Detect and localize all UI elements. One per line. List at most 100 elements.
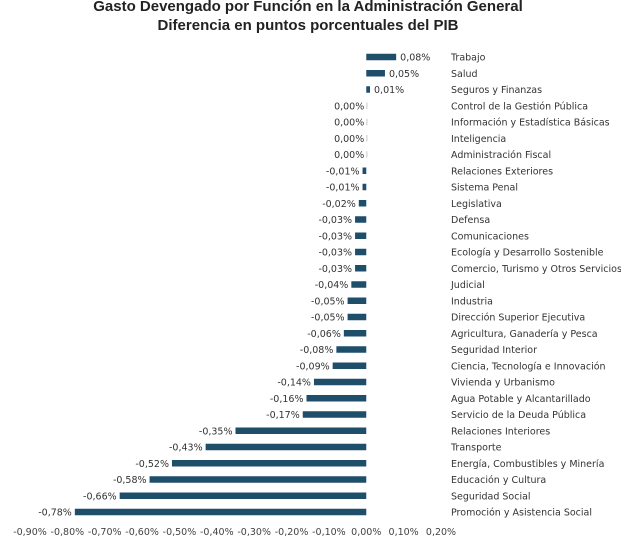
data-label: -0,03% <box>318 248 352 259</box>
bar <box>366 53 397 61</box>
bar <box>313 378 367 386</box>
x-tick-label: -0,60% <box>125 527 159 538</box>
data-label: -0,05% <box>311 313 345 324</box>
bar <box>347 297 367 304</box>
category-label: Educación y Cultura <box>451 475 546 486</box>
category-label: Seguridad Social <box>451 491 531 502</box>
x-tick-label: -0,90% <box>13 527 47 538</box>
category-label: Seguros y Finanzas <box>451 85 542 96</box>
x-axis-ticks: -0,90% -0,80% -0,70% -0,60% -0,50% -0,40% -0,3… <box>13 527 456 538</box>
bar <box>171 460 367 467</box>
data-label: -0,02% <box>322 199 356 210</box>
category-label: Relaciones Exteriores <box>451 166 553 177</box>
data-label: -0,66% <box>83 491 117 502</box>
category-label: Legislativa <box>451 199 502 210</box>
data-label: -0,06% <box>307 329 341 340</box>
data-label: 0,08% <box>400 53 430 64</box>
x-tick-label: -0,10% <box>312 527 346 538</box>
x-tick-label: -0,20% <box>275 527 309 538</box>
data-label: -0,14% <box>277 378 311 389</box>
x-tick-label: -0,50% <box>163 527 197 538</box>
bar <box>366 70 385 77</box>
category-label: Energía, Combustibles y Minería <box>451 459 604 470</box>
chart-subtitle: Diferencia en puntos porcentuales del PI… <box>158 17 459 34</box>
data-label: -0,01% <box>326 166 360 177</box>
data-label: -0,43% <box>169 443 203 454</box>
data-label: -0,09% <box>296 361 330 372</box>
category-label: Ecología y Desarrollo Sostenible <box>451 248 604 259</box>
category-label: Servicio de la Deuda Pública <box>451 410 586 421</box>
data-label: -0,58% <box>113 475 147 486</box>
bar <box>355 232 367 239</box>
bar <box>355 216 367 223</box>
data-label: -0,17% <box>266 410 300 421</box>
x-tick-label: 0,00% <box>351 527 381 538</box>
data-label: -0,01% <box>326 183 360 194</box>
bar <box>366 102 368 109</box>
category-label: Inteligencia <box>451 134 506 145</box>
bar <box>366 135 368 142</box>
data-label: 0,05% <box>389 69 419 80</box>
bar <box>74 508 367 516</box>
bar <box>366 86 371 93</box>
data-label: -0,03% <box>318 215 352 226</box>
category-label: Vivienda y Urbanismo <box>451 378 555 389</box>
bar <box>119 492 367 499</box>
bar <box>355 248 367 256</box>
data-label: 0,00% <box>334 118 364 129</box>
category-label: Promoción y Asistencia Social <box>451 508 592 519</box>
data-label: -0,03% <box>318 231 352 242</box>
bar <box>332 362 367 369</box>
category-label: Seguridad Interior <box>451 345 537 356</box>
bar <box>366 151 368 158</box>
data-label: -0,05% <box>311 296 345 307</box>
category-label: Ciencia, Tecnología e Innovación <box>451 361 606 372</box>
category-label: Información y Estadística Básicas <box>451 118 610 129</box>
bar <box>351 281 367 288</box>
data-label: -0,16% <box>270 394 304 405</box>
x-tick-label: -0,70% <box>88 527 122 538</box>
category-label: Industria <box>451 296 493 307</box>
bar <box>355 265 367 272</box>
data-label: 0,01% <box>374 85 404 96</box>
x-tick-label: -0,40% <box>200 527 234 538</box>
x-tick-label: 0,20% <box>426 527 456 538</box>
x-tick-label: 0,10% <box>389 527 419 538</box>
bar <box>205 443 367 451</box>
chart-title: Gasto Devengado por Función en la Admini… <box>93 0 523 15</box>
category-label: Comercio, Turismo y Otros Servicios <box>451 264 621 275</box>
category-labels-layer: Trabajo Salud Seguros y Finanzas Control de… <box>450 53 621 519</box>
bar <box>302 411 367 418</box>
category-label: Control de la Gestión Pública <box>451 101 588 112</box>
category-label: Transporte <box>450 443 502 454</box>
category-label: Administración Fiscal <box>451 150 551 161</box>
category-label: Sistema Penal <box>451 183 518 194</box>
x-tick-label: -0,80% <box>51 527 85 538</box>
value-labels-layer: 0,08% 0,05% 0,01% 0,00% 0,00% 0,00% 0,00% -0,01… <box>38 53 430 519</box>
data-label: -0,04% <box>315 280 349 291</box>
x-tick-label: -0,30% <box>237 527 271 538</box>
bars-layer <box>74 53 397 516</box>
data-label: 0,00% <box>334 134 364 145</box>
category-label: Salud <box>451 69 478 80</box>
data-label: -0,03% <box>318 264 352 275</box>
bar <box>306 395 367 402</box>
bar <box>366 118 368 126</box>
data-label: -0,78% <box>38 508 72 519</box>
category-label: Agua Potable y Alcantarillado <box>451 394 591 405</box>
bar <box>347 313 367 321</box>
category-label: Agricultura, Ganadería y Pesca <box>451 329 598 340</box>
data-label: 0,00% <box>334 150 364 161</box>
category-label: Dirección Superior Ejecutiva <box>451 313 585 324</box>
category-label: Defensa <box>451 215 490 226</box>
category-label: Trabajo <box>450 53 486 64</box>
bar <box>336 346 367 353</box>
bar <box>362 183 367 191</box>
data-label: 0,00% <box>334 101 364 112</box>
category-label: Comunicaciones <box>451 231 529 242</box>
category-label: Judicial <box>450 280 485 291</box>
bar <box>343 330 367 337</box>
category-label: Relaciones Interiores <box>451 426 550 437</box>
data-label: -0,35% <box>199 426 233 437</box>
